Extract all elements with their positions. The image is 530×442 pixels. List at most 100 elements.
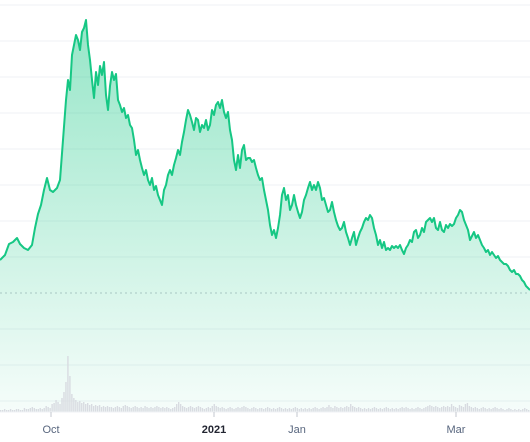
volume-bar (187, 407, 190, 412)
volume-bar (280, 408, 283, 412)
volume-bar (324, 408, 326, 412)
volume-bar (330, 407, 332, 412)
volume-bar (199, 407, 202, 412)
volume-bar (369, 409, 372, 412)
volume-bar (352, 406, 354, 412)
volume-bar (27, 409, 30, 412)
volume-bar (528, 410, 530, 412)
volume-bar (110, 407, 113, 412)
volume-bar (156, 406, 158, 412)
volume-bar (203, 409, 206, 412)
volume-bar (407, 408, 409, 412)
volume-bar (233, 409, 235, 412)
volume-bar (304, 408, 306, 412)
volume-bar (150, 407, 152, 412)
volume-bar (478, 409, 480, 412)
volume-bar (377, 409, 380, 412)
volume-bar (284, 408, 287, 412)
volume-bar (35, 409, 37, 412)
volume-bar (391, 408, 393, 412)
volume-bar (381, 409, 384, 412)
volume-bar (504, 410, 506, 412)
volume-bar (522, 409, 524, 412)
volume-bar (160, 408, 162, 412)
volume-bar (429, 405, 431, 412)
volume-bar (259, 408, 261, 412)
volume-bar (300, 408, 302, 412)
volume-bar (77, 402, 79, 412)
volume-bar (81, 403, 83, 412)
volume-bar (500, 408, 502, 412)
volume-bar (63, 392, 65, 412)
volume-bar (393, 409, 395, 412)
volume-bar (480, 408, 482, 412)
volume-bar (235, 408, 237, 412)
volume-bar (423, 408, 425, 412)
volume-bar (403, 408, 405, 412)
volume-bar (172, 408, 174, 412)
volume-bar (298, 409, 300, 412)
volume-bar (249, 409, 251, 412)
volume-bar (338, 408, 340, 412)
volume-bar (112, 408, 115, 412)
volume-bar (25, 409, 28, 412)
volume-bar (164, 408, 166, 412)
volume-bar (348, 407, 350, 412)
volume-bar (118, 407, 121, 412)
volume-bar (496, 408, 498, 412)
volume-bar (0, 410, 2, 412)
volume-bar (472, 408, 475, 412)
volume-bar (454, 407, 457, 412)
price-area (0, 20, 530, 412)
volume-bar (215, 406, 217, 412)
volume-bar (132, 407, 134, 412)
volume-bar (239, 408, 241, 412)
volume-bar (520, 410, 522, 412)
volume-bar (470, 407, 473, 412)
volume-bar (130, 408, 132, 412)
volume-bar (257, 409, 259, 412)
volume-bar (158, 407, 160, 412)
volume-bar (270, 409, 273, 412)
volume-bar (41, 409, 43, 412)
volume-bar (510, 409, 512, 412)
volume-bar (3, 409, 6, 412)
volume-bar (312, 408, 314, 412)
volume-bar (389, 409, 391, 412)
volume-bar (104, 407, 107, 412)
volume-bar (296, 408, 299, 412)
volume-bar (177, 402, 180, 412)
volume-bar (120, 408, 123, 412)
volume-bar (367, 408, 370, 412)
volume-bar (90, 404, 93, 412)
volume-bar (508, 408, 510, 412)
volume-bar (195, 407, 198, 412)
volume-bar (241, 407, 243, 412)
volume-bar (183, 407, 186, 412)
volume-bar (359, 408, 362, 412)
volume-bar (51, 404, 53, 412)
volume-bar (47, 407, 49, 412)
volume-bar (290, 409, 293, 412)
volume-bar (227, 408, 229, 412)
volume-bar (100, 407, 103, 412)
volume-bar (152, 408, 154, 412)
volume-bar (128, 407, 130, 412)
volume-bar (17, 409, 20, 412)
volume-bar (498, 409, 500, 412)
volume-bar (450, 404, 453, 412)
volume-bar (409, 409, 411, 412)
volume-bar (417, 407, 419, 412)
volume-bar (87, 403, 89, 412)
volume-bar (462, 407, 465, 412)
volume-bar (452, 406, 455, 412)
volume-bar (413, 409, 415, 412)
volume-bar (506, 409, 508, 412)
volume-bar (385, 407, 388, 412)
volume-bar (361, 409, 364, 412)
volume-bar (237, 407, 239, 412)
volume-bar (518, 409, 520, 412)
volume-bar (126, 406, 128, 412)
volume-bar (43, 408, 45, 412)
volume-bar (209, 408, 212, 412)
